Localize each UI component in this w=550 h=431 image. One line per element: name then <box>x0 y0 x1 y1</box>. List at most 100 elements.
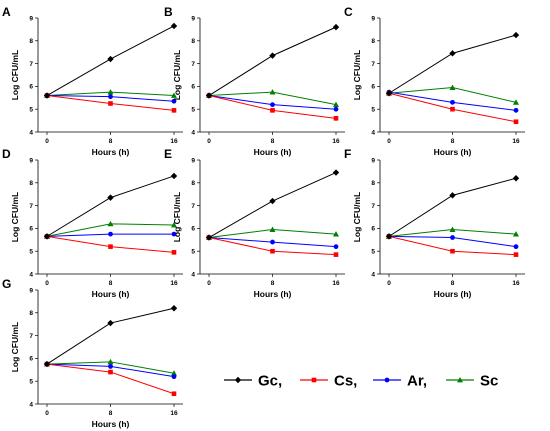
point-cs <box>450 248 455 254</box>
y-tick-label: 6 <box>29 84 33 91</box>
x-axis-title: Hours (h) <box>254 147 292 157</box>
panel-g: G 4 5 6 7 8 9 0 8 16 Hours (h) Log CFU/mL <box>2 277 183 429</box>
panel-f: F 4 5 6 7 8 9 0 8 16 Hours (h) Log CFU/mL <box>344 147 525 299</box>
point-ar <box>171 98 177 104</box>
y-tick-label: 5 <box>29 107 33 114</box>
legend-marker <box>457 377 463 383</box>
legend-marker <box>234 376 242 384</box>
y-tick-label: 6 <box>191 84 195 91</box>
legend-item-gc: Gc, <box>224 373 282 390</box>
y-tick-label: 4 <box>371 271 375 278</box>
point-gc <box>332 169 340 176</box>
x-tick-label: 8 <box>451 138 455 145</box>
x-tick-label: 8 <box>271 280 275 287</box>
y-tick-label: 8 <box>29 38 33 45</box>
point-cs <box>333 116 339 121</box>
point-ar <box>108 363 113 369</box>
panel-label: E <box>164 147 172 161</box>
panel-label: C <box>344 5 353 19</box>
y-tick-label: 9 <box>371 15 375 22</box>
point-sc <box>171 370 177 376</box>
panel-c: C 4 5 6 7 8 9 0 8 16 Hours (h) Log CFU/mL <box>344 5 525 157</box>
y-tick-label: 7 <box>29 61 33 68</box>
point-gc <box>269 197 276 205</box>
y-axis-title: Log CFU/mL <box>172 50 182 101</box>
y-tick-label: 4 <box>29 129 33 136</box>
series-line-gc <box>388 34 517 94</box>
legend-item-sc: Sc <box>446 373 498 390</box>
point-sc <box>171 221 177 228</box>
point-gc <box>512 31 520 39</box>
legend-marker <box>384 377 390 383</box>
panel-label: F <box>344 147 351 161</box>
point-gc <box>170 172 178 180</box>
y-tick-label: 5 <box>371 107 375 114</box>
panel-label: G <box>2 277 11 291</box>
y-tick-label: 9 <box>29 287 33 294</box>
point-cs <box>450 106 455 112</box>
x-tick-label: 16 <box>332 280 340 287</box>
point-gc <box>107 55 114 63</box>
point-ar <box>108 231 113 237</box>
y-tick-label: 8 <box>29 180 33 187</box>
point-cs <box>270 248 275 254</box>
y-tick-label: 6 <box>29 356 33 363</box>
legend-label: Sc <box>480 373 498 390</box>
y-tick-label: 8 <box>371 180 375 187</box>
point-ar <box>171 374 177 380</box>
point-ar <box>333 106 339 112</box>
x-axis-title: Hours (h) <box>92 147 130 157</box>
point-sc <box>171 92 177 98</box>
y-tick-label: 7 <box>191 203 195 210</box>
panel-a: A 4 5 6 7 8 9 0 8 16 Hours (h) Log CFU/mL <box>2 5 183 157</box>
point-cs <box>108 244 113 249</box>
y-tick-label: 4 <box>191 271 195 278</box>
point-gc <box>332 23 340 31</box>
panel-b: B 4 5 6 7 8 9 0 8 16 Hours (h) Log CFU/mL <box>164 5 345 157</box>
y-tick-label: 4 <box>371 129 375 136</box>
panels-group: A 4 5 6 7 8 9 0 8 16 Hours (h) Log CFU/mL B 4 5 6 7 8 9 0 8 1… <box>2 5 525 429</box>
y-axis-title: Log CFU/mL <box>10 322 20 373</box>
x-tick-label: 8 <box>271 138 275 145</box>
point-gc <box>107 319 114 327</box>
series-line-gc <box>46 175 175 237</box>
point-sc <box>449 226 456 232</box>
y-tick-label: 8 <box>191 180 195 187</box>
panel-label: B <box>164 5 173 19</box>
x-tick-label: 8 <box>451 280 455 287</box>
point-ar <box>108 94 113 100</box>
y-tick-label: 9 <box>29 157 33 164</box>
point-ar <box>270 239 275 245</box>
x-tick-label: 16 <box>170 138 178 145</box>
point-gc <box>170 305 178 312</box>
y-axis-title: Log CFU/mL <box>10 50 20 101</box>
point-gc <box>205 92 213 99</box>
point-ar <box>513 107 519 113</box>
point-gc <box>449 192 456 199</box>
y-tick-label: 5 <box>371 249 375 256</box>
series-line-gc <box>46 307 175 365</box>
y-axis-title: Log CFU/mL <box>10 192 20 243</box>
y-axis-title: Log CFU/mL <box>352 50 362 101</box>
point-ar <box>171 231 177 237</box>
point-ar <box>450 99 455 105</box>
point-ar <box>270 102 275 108</box>
y-axis-title: Log CFU/mL <box>172 192 182 243</box>
y-tick-label: 9 <box>371 157 375 164</box>
y-tick-label: 5 <box>191 107 195 114</box>
point-cs <box>333 252 339 257</box>
y-tick-label: 7 <box>371 203 375 210</box>
x-tick-label: 0 <box>45 280 49 287</box>
x-axis-title: Hours (h) <box>434 147 472 157</box>
y-tick-label: 6 <box>191 226 195 233</box>
y-tick-label: 4 <box>29 271 33 278</box>
x-tick-label: 8 <box>109 280 113 287</box>
x-tick-label: 0 <box>387 138 391 145</box>
legend-item-ar: Ar, <box>373 373 427 390</box>
legend-label: Gc, <box>258 373 282 390</box>
y-tick-label: 7 <box>29 333 33 340</box>
point-gc <box>269 52 276 59</box>
point-cs <box>108 369 113 375</box>
x-tick-label: 8 <box>109 138 113 145</box>
legend-label: Ar, <box>407 373 427 390</box>
